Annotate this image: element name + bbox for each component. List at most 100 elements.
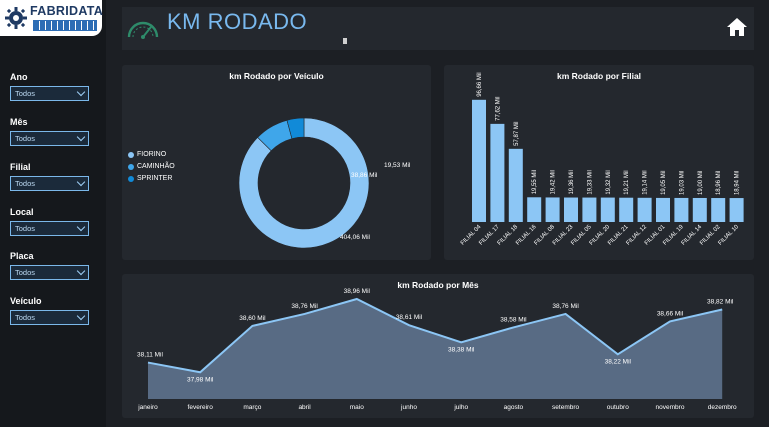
filter-dropdown[interactable]: Todos [10, 86, 89, 101]
sidebar: FABRIDATA Ano Todos Mês Todos Filial Todos Loc… [0, 0, 106, 427]
chevron-down-icon[interactable] [76, 87, 86, 97]
month-category-label: junho [400, 404, 417, 411]
chevron-down-icon[interactable] [76, 311, 86, 321]
month-category-label: abril [298, 404, 311, 411]
bar-value-label: 19,03 Mil [679, 171, 685, 195]
month-category-label: agosto [504, 404, 524, 411]
month-category-label: julho [453, 404, 468, 411]
bar-filial-18 [508, 148, 523, 222]
area-fill [148, 299, 723, 399]
donut-slice-sprinter [286, 117, 305, 139]
bar-value-label: 19,55 Mil [532, 170, 538, 194]
month-value-label: 38,60 Mil [239, 315, 266, 322]
bar-value-label: 18,96 Mil [716, 171, 722, 195]
bar-filial-14 [692, 197, 707, 222]
bar-value-label: 19,32 Mil [606, 170, 612, 194]
bar-value-label: 77,62 Mil [495, 97, 501, 121]
bar-filial-01 [656, 197, 670, 222]
month-value-label: 37,98 Mil [187, 376, 214, 383]
bar-value-label: 19,33 Mil [587, 170, 593, 194]
month-value-label: 38,82 Mil [707, 298, 734, 305]
filter-label: Filial [10, 162, 31, 172]
filter-label: Placa [10, 251, 34, 261]
bar-value-label: 57,87 Mil [514, 121, 520, 145]
donut-label-sprinter: 19,53 Mil [384, 162, 411, 169]
filter-value: Todos [15, 268, 36, 277]
filter-value: Todos [15, 89, 36, 98]
logo: FABRIDATA [0, 0, 104, 36]
page-header: KM RODADO [122, 7, 754, 50]
bar-value-label: 19,36 Mil [569, 170, 575, 194]
legend-label: CAMINHÃO [137, 163, 175, 170]
bar-filial-16 [527, 197, 542, 222]
filter-dropdown[interactable]: Todos [10, 265, 89, 280]
month-category-label: outubro [607, 404, 629, 411]
branch-chart-card: km Rodado por Filial 96,66 Mil FILIAL 04 7… [444, 65, 754, 260]
bar-value-label: 19,42 Mil [551, 170, 557, 194]
month-category-label: março [243, 404, 261, 411]
month-category-label: dezembro [708, 404, 737, 411]
filter-5: Veículo Todos [10, 296, 90, 325]
chevron-down-icon[interactable] [76, 132, 86, 142]
indicator-mark [343, 38, 347, 44]
month-value-label: 38,66 Mil [657, 310, 684, 317]
bar-filial-12 [637, 197, 652, 222]
vehicle-legend: FIORINO CAMINHÃO SPRINTER [128, 151, 175, 187]
bar-value-label: 18,94 Mil [735, 171, 741, 195]
month-area-chart: 38,11 Mil janeiro 37,98 Mil fevereiro 38,60 … [137, 288, 737, 411]
month-value-label: 38,22 Mil [605, 358, 632, 365]
bar-filial-20 [600, 197, 615, 222]
gear-logo-icon [5, 7, 27, 29]
month-value-label: 38,38 Mil [448, 346, 475, 353]
month-value-label: 38,76 Mil [552, 303, 579, 310]
filter-label: Veículo [10, 296, 42, 306]
legend-item-sprinter[interactable]: SPRINTER [128, 175, 175, 182]
filter-0: Ano Todos [10, 72, 90, 101]
filter-dropdown[interactable]: Todos [10, 131, 89, 146]
vehicle-chart-card: km Rodado por Veículo FIORINO CAMINHÃO SPR… [122, 65, 431, 260]
chevron-down-icon[interactable] [76, 222, 86, 232]
page-title: KM RODADO [167, 9, 308, 34]
home-icon[interactable] [726, 17, 748, 37]
logo-bar [33, 20, 97, 31]
area-line [147, 297, 723, 374]
filter-dropdown[interactable]: Todos [10, 176, 89, 191]
chevron-down-icon[interactable] [76, 177, 86, 187]
bar-filial-04 [472, 99, 486, 222]
filter-3: Local Todos [10, 207, 90, 236]
bar-filial-08 [545, 197, 560, 222]
bar-filial-05 [582, 197, 597, 222]
month-value-label: 38,61 Mil [396, 314, 423, 321]
month-value-label: 38,76 Mil [291, 303, 318, 310]
month-category-label: novembro [656, 404, 685, 411]
bar-filial-10 [729, 198, 744, 222]
filter-value: Todos [15, 313, 36, 322]
donut-slice-fiorino [238, 117, 370, 249]
bar-value-label: 19,00 Mil [698, 171, 704, 195]
branch-chart-title: km Rodado por Filial [556, 71, 642, 81]
filter-dropdown[interactable]: Todos [10, 221, 89, 236]
bar-value-label: 19,21 Mil [624, 170, 630, 194]
logo-text: FABRIDATA [30, 4, 104, 18]
legend-dot [128, 163, 134, 170]
filter-dropdown[interactable]: Todos [10, 310, 89, 325]
legend-label: FIORINO [137, 151, 167, 158]
month-chart-title: km Rodado por Mês [397, 280, 479, 290]
legend-dot [128, 175, 134, 182]
legend-item-fiorino[interactable]: FIORINO [128, 151, 175, 158]
bar-value-label: 96,66 Mil [477, 72, 483, 96]
month-value-label: 38,96 Mil [344, 288, 371, 295]
filter-label: Mês [10, 117, 28, 127]
speedometer-icon [127, 21, 159, 39]
vehicle-donut-chart: 404,06 Mil 38,86 Mil 19,53 Mil [238, 117, 411, 249]
chevron-down-icon[interactable] [76, 266, 86, 276]
donut-label-caminhão: 38,86 Mil [351, 172, 378, 179]
vehicle-chart-title: km Rodado por Veículo [229, 71, 324, 81]
filter-value: Todos [15, 179, 36, 188]
filter-2: Filial Todos [10, 162, 90, 191]
month-chart-card: km Rodado por Mês 38,11 Mil janeiro 37,98 … [122, 274, 754, 418]
legend-item-caminhão[interactable]: CAMINHÃO [128, 163, 175, 170]
bar-filial-23 [564, 197, 578, 222]
month-category-label: janeiro [137, 404, 158, 411]
